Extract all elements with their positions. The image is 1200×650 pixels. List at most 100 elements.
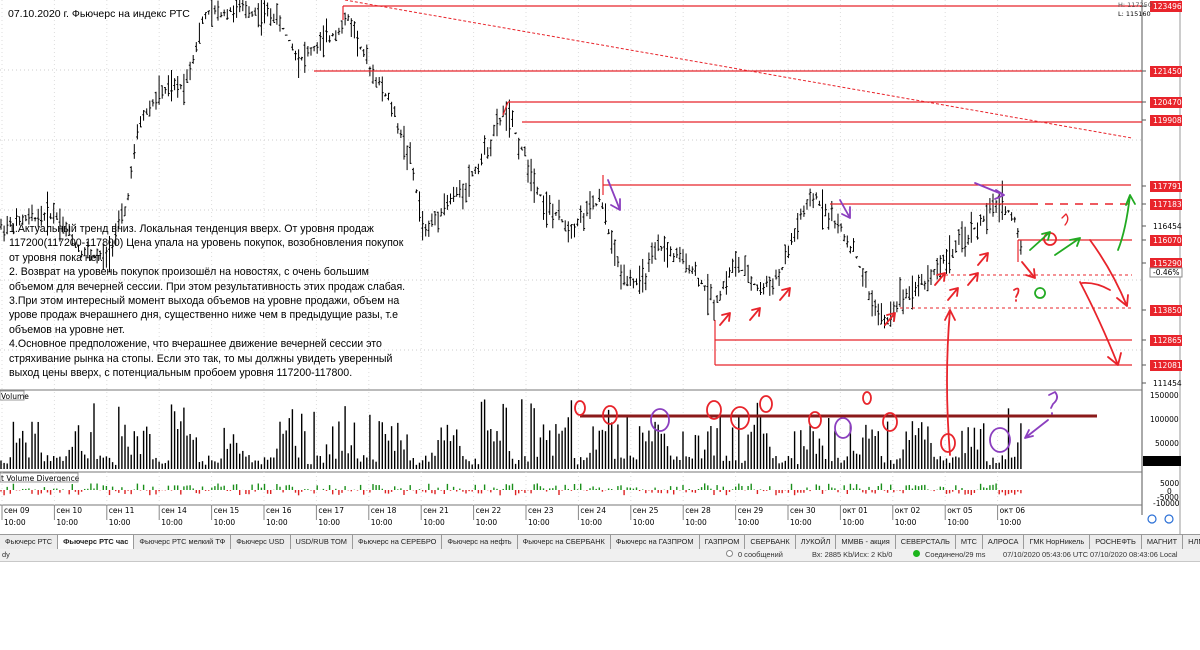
price-bars [0,0,1023,329]
ohlc-bar [229,7,232,12]
tab-3[interactable]: Фьючерс РТС мелкий ТФ [134,535,232,549]
ohlc-bar [415,189,418,194]
ohlc-bar [294,50,297,61]
time-axis-date: сен 25 [633,506,659,515]
ohlc-bar [539,194,542,197]
ohlc-bar [650,242,654,264]
price-tag-label: 123496 [1153,2,1182,11]
ohlc-bar [102,243,105,270]
time-axis-time: 10:00 [371,518,393,527]
red-question-mark-2 [1061,213,1069,226]
ohlc-bar [498,117,502,126]
ohlc-bar [898,277,902,307]
low-readout: L: 115160 [1118,10,1151,18]
ohlc-bar [322,25,325,58]
ohlc-bar [542,195,545,220]
ohlc-bar [700,279,703,285]
tab-13[interactable]: ММВБ - акция [836,535,896,549]
ohlc-bar [632,278,635,289]
ohlc-bar [198,22,201,44]
ohlc-bar [514,132,517,135]
ohlc-bar [98,250,102,260]
ohlc-bar [74,242,77,248]
ohlc-bar [185,69,189,83]
ohlc-bar [337,27,341,36]
ohlc-bar [963,226,967,257]
tab-11[interactable]: СБЕРБАНК [745,535,796,549]
ohlc-bar [297,49,300,78]
tab-12[interactable]: ЛУКОЙЛ [796,535,837,549]
ohlc-bar [957,229,961,245]
ohlc-bar [350,18,353,37]
tab-2[interactable]: Фьючерс РТС час [58,535,135,549]
tab-18[interactable]: РОСНЕФТЬ [1090,535,1142,549]
tab-14[interactable]: СЕВЕРСТАЛЬ [896,535,956,549]
volume-circle-marker-11 [989,427,1011,453]
ohlc-bar [656,234,660,252]
tab-6[interactable]: Фьючерс на СЕРЕБРО [353,535,443,549]
tab-19[interactable]: МАГНИТ [1142,535,1184,549]
tab-17[interactable]: ГМК НорНикель [1024,535,1091,549]
time-axis-time: 10:00 [685,518,707,527]
status-messages[interactable]: 0 сообщений [738,550,783,559]
tab-10[interactable]: ГАЗПРОМ [700,535,746,549]
ohlc-bar [204,12,207,20]
ohlc-bar [821,189,824,230]
ohlc-bar [722,281,725,290]
price-tag-113850 [1150,305,1182,316]
ohlc-bar [818,200,821,206]
volume-bars [0,399,1022,469]
ohlc-bar [746,264,750,284]
ohlc-bar [390,101,393,117]
tab-5[interactable]: USD/RUB TOM [291,535,353,549]
tab-4[interactable]: Фьючерс USD [231,535,291,549]
ohlc-bar [681,249,685,264]
price-chart-canvas[interactable]: 123496 121450 120470 119908 117791 117183 1164… [0,0,1200,534]
ohlc-bar [260,0,263,36]
time-axis-time: 10:00 [895,518,917,527]
ohlc-bar [765,275,768,288]
tab-8[interactable]: Фьючерс на СБЕРБАНК [518,535,611,549]
tab-7[interactable]: Фьючерс на нефть [442,535,518,549]
ohlc-bar [622,264,626,286]
ohlc-bar [939,255,942,280]
ohlc-bar [718,290,722,301]
ohlc-bar [0,218,3,230]
ohlc-bar [849,245,852,254]
ohlc-bar [461,183,465,210]
tab-9[interactable]: Фьючерс на ГАЗПРОМ [611,535,700,549]
purple-arrow-3 [974,182,1005,200]
divergence-panel-label: t Volume Divergence [1,474,80,483]
ohlc-bar [545,191,548,228]
ohlc-bar [222,9,226,17]
tab-20[interactable]: НЛМК [1183,535,1200,549]
level-tick-1 [502,101,509,116]
price-tag-label: 113850 [1153,306,1182,315]
ohlc-bar [272,13,276,23]
ohlc-bar [176,76,179,98]
price-tag-label: 117791 [1153,182,1182,191]
ohlc-bar [412,167,415,181]
red-arrow-down-2 [1089,239,1129,307]
price-tag-117791 [1150,181,1182,192]
ohlc-bar [164,87,167,94]
ohlc-bar [15,208,18,226]
time-axis-time: 10:00 [842,518,864,527]
price-tag-115290 [1150,258,1182,269]
ohlc-bar [424,224,427,237]
tab-16[interactable]: АЛРОСА [983,535,1025,549]
ohlc-bar [173,78,176,91]
time-axis-date: сен 11 [109,506,135,515]
ohlc-bar [725,271,728,295]
tab-1[interactable]: Фьючерс РТС [0,535,59,549]
ohlc-bar [1010,212,1013,221]
price-tag-label: 117183 [1153,200,1182,209]
ohlc-bar [759,282,762,295]
ohlc-bar [433,211,437,226]
ohlc-bar [526,159,530,183]
ohlc-bar [30,204,34,222]
green-arrow-1 [1029,231,1051,251]
volume-axis-label: 100000 [1150,415,1179,424]
tab-15[interactable]: МТС [956,535,983,549]
ohlc-bar [315,42,319,54]
